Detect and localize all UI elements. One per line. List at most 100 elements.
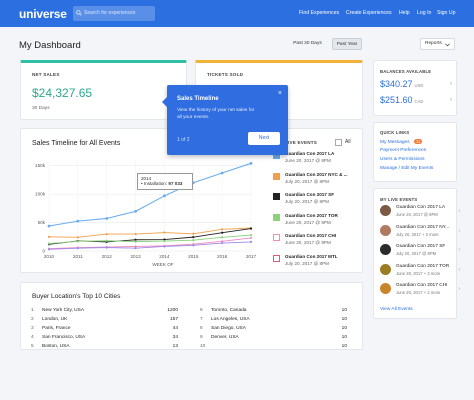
nav-find-experiences[interactable]: Find Experiences	[299, 10, 340, 16]
legend-event-date: June 20, 2017 @ 8PM	[285, 219, 331, 225]
balances-card: BALANCES AVAILABLE	[373, 60, 457, 116]
universe-logo[interactable]: universe	[19, 7, 67, 21]
quick-link-payment-preferences[interactable]: Payment Preferences	[380, 148, 427, 153]
event-date: July 20, 2017 @ 8PM	[396, 251, 437, 256]
all-events-checkbox[interactable]	[335, 139, 342, 146]
legend-swatch[interactable]	[273, 172, 280, 180]
event-name: Guardian Con 2017 NY...	[396, 224, 450, 230]
popover-next-button[interactable]: Next	[248, 132, 280, 145]
live-event-item[interactable]: Guardian Con 2017 CHI June 20, 2017 + 2 m…	[380, 282, 460, 296]
legend-swatch[interactable]	[273, 152, 280, 159]
series-point	[163, 245, 166, 248]
series-point	[163, 239, 166, 243]
sales-timeline-title: Sales Timeline for All Events	[32, 140, 121, 147]
live-event-item[interactable]: Guardian Con 2017 TOR June 20, 2017 + 3 m…	[380, 263, 460, 277]
city-name: Paris, France	[42, 326, 71, 331]
event-name: Guardian Con 2017 CHI	[396, 283, 448, 288]
series-point	[221, 240, 224, 243]
quick-link-my-messages[interactable]: My Messages 11	[380, 139, 423, 145]
view-all-events-link[interactable]: View All Events	[380, 307, 413, 312]
x-tick-label: 2014	[159, 254, 170, 259]
range-past-30-days-button[interactable]: Past 30 Days	[293, 41, 322, 46]
chevron-right-icon: ›	[450, 81, 452, 87]
live-events-header: LIVE EVENTS	[285, 140, 327, 145]
sales-timeline-onboarding-popover: Sales Timeline × View the history of you…	[162, 85, 288, 155]
messages-count-badge: 11	[413, 139, 423, 144]
series-point	[249, 240, 253, 243]
city-count: 10	[341, 326, 347, 331]
nav-help[interactable]: Help	[399, 10, 410, 16]
series-line	[48, 162, 252, 227]
y-tick-label: 50k	[38, 220, 46, 225]
series-point	[105, 232, 108, 236]
city-count: 10	[341, 317, 347, 322]
series-point	[249, 161, 253, 165]
legend-event-name: Guardian Con 2017 MTL	[285, 253, 338, 259]
series-line	[48, 228, 252, 245]
event-name: Guardian Con 2017 TOR	[396, 263, 450, 269]
popover-text-line1: View the history of your net sales for	[177, 108, 255, 113]
popover-pager: 1 of 2	[177, 137, 190, 143]
series-point	[134, 247, 137, 250]
city-rank: 3	[31, 326, 34, 331]
x-tick-label: 2011	[73, 254, 83, 259]
net-sales-label: NET SALES	[32, 72, 60, 77]
event-date: June 20, 2017 + 2 more	[396, 290, 441, 295]
city-name: San Diego, USA	[211, 326, 246, 331]
legend-swatch[interactable]	[273, 193, 280, 200]
live-event-item[interactable]: Guardian Con 2017 SF July 20, 2017 @ 8PM ›	[380, 243, 460, 257]
series-point	[163, 194, 166, 198]
quick-link-manage-events[interactable]: Manage / Edit My Events	[380, 166, 434, 171]
x-tick-label: 2016	[217, 254, 228, 259]
series-point	[76, 236, 79, 239]
legend-event-date: July 20, 2017 @ 8PM	[285, 260, 329, 266]
range-past-year-button[interactable]: Past Year	[332, 38, 362, 50]
city-row: 1 New York City, USA 1200	[31, 308, 178, 316]
balance-amount: $251.60	[380, 95, 413, 105]
live-event-item[interactable]: Guardian Con 2017 NY... July 20, 2017 + 2…	[380, 224, 460, 238]
series-point	[47, 248, 51, 251]
city-name: New York City, USA	[42, 308, 85, 313]
chevron-right-icon: ›	[458, 286, 460, 292]
x-tick-label: 2010	[44, 254, 55, 259]
nav-log-in[interactable]: Log In	[417, 10, 432, 16]
legend-event-date: July 20, 2017 @ 8PM	[285, 178, 329, 184]
city-rank: 2	[31, 317, 34, 322]
legend-swatch[interactable]	[273, 234, 280, 241]
hover-label: • Installation:	[141, 181, 168, 186]
search-input[interactable]: Search for experiences	[73, 6, 155, 21]
search-placeholder: Search for experiences	[84, 10, 136, 16]
hover-value: 97 033	[168, 181, 183, 186]
chart-hover-tooltip: 2014 • Installation: 97 033	[137, 173, 193, 190]
city-name: Los Angeles, USA	[211, 317, 250, 322]
city-count: 10	[341, 344, 347, 349]
city-row: 5 Boston, USA 13	[31, 344, 178, 352]
nav-create-experiences[interactable]: Create Experiences	[346, 10, 392, 16]
series-point	[76, 240, 79, 243]
series-point	[192, 236, 195, 239]
series-point	[163, 231, 166, 234]
quick-links-card: QUICK LINKS	[373, 122, 457, 182]
city-count: 13	[172, 344, 178, 349]
series-point	[221, 236, 224, 239]
balance-row[interactable]: $340.27 USD ›	[380, 79, 452, 91]
city-name: London, UK	[42, 317, 68, 322]
series-point	[105, 239, 108, 242]
legend-swatch[interactable]	[273, 254, 280, 262]
legend-swatch[interactable]	[273, 213, 280, 221]
close-icon[interactable]: ×	[277, 90, 282, 97]
reports-dropdown[interactable]: Reports	[420, 38, 455, 50]
popover-title: Sales Timeline	[177, 96, 219, 102]
nav-sign-up[interactable]: Sign Up	[437, 10, 456, 16]
live-event-item[interactable]: Guardian Con 2017 LA June 20, 2017 @ 8PM ›	[380, 204, 460, 218]
tickets-sold-label: TICKETS SOLD	[207, 72, 244, 77]
city-rank: 10	[200, 344, 206, 349]
balance-amount: $340.27	[380, 79, 413, 89]
city-rank: 8	[200, 326, 203, 331]
live-events-header-text: LIVE EVENTS	[285, 140, 318, 145]
series-point	[134, 209, 137, 213]
quick-link-users-permissions[interactable]: Users & Permissions	[380, 157, 425, 162]
balance-row[interactable]: $251.60 CAD ›	[380, 95, 452, 107]
top-cities-title: Buyer Location's Top 10 Cities	[32, 293, 121, 300]
series-point	[220, 171, 224, 175]
